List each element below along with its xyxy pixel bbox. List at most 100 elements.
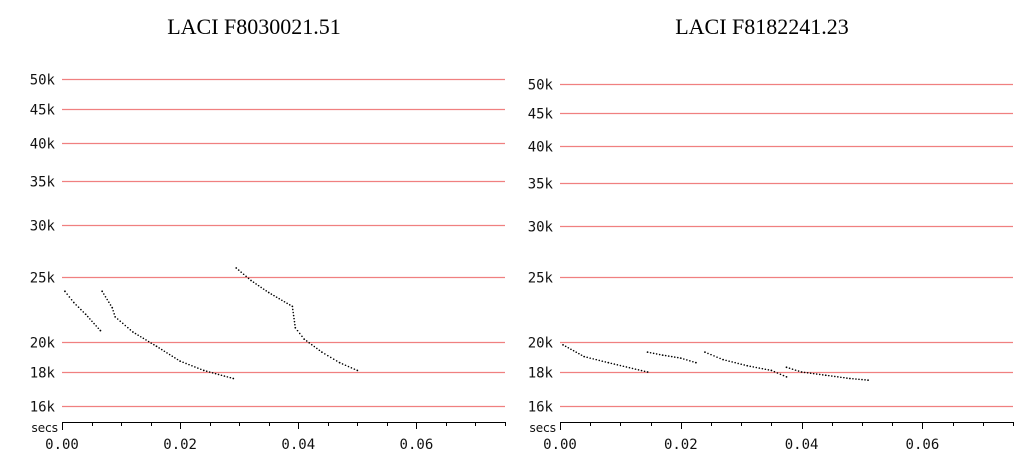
data-point (217, 373, 220, 376)
data-point (293, 320, 296, 323)
data-point (273, 294, 275, 297)
data-point (91, 320, 93, 323)
data-point (194, 366, 196, 368)
data-point (613, 363, 616, 365)
data-point (137, 334, 139, 336)
data-point (586, 356, 588, 359)
data-point (310, 343, 313, 346)
data-point (855, 378, 857, 380)
data-point (191, 364, 193, 367)
data-point (637, 369, 640, 371)
data-point (153, 343, 155, 346)
y-tick-label: 40k (528, 140, 554, 156)
x-tick-label: 0.02 (664, 437, 698, 453)
data-point (242, 273, 245, 276)
y-tick-label: 50k (528, 78, 554, 94)
data-point (292, 311, 295, 314)
y-tick-label: 30k (528, 220, 554, 236)
data-point (114, 315, 117, 318)
data-point (270, 293, 273, 295)
data-point (758, 367, 761, 369)
x-tick-label: 0.04 (281, 437, 315, 453)
data-point (670, 355, 673, 358)
data-point (583, 355, 586, 358)
data-point (616, 364, 619, 366)
data-point (68, 296, 71, 298)
data-point (643, 370, 646, 373)
data-point (667, 355, 670, 357)
data-point (111, 306, 114, 309)
data-point (779, 373, 782, 376)
data-point (113, 313, 115, 315)
data-point (716, 356, 718, 358)
data-point (168, 353, 171, 356)
data-point (619, 364, 622, 367)
data-point (737, 362, 739, 365)
data-point (725, 359, 727, 362)
x-axis-label: secs (32, 421, 58, 435)
data-point (174, 357, 176, 359)
data-point (252, 281, 255, 284)
data-point (743, 364, 746, 366)
data-point (595, 358, 598, 361)
data-point (625, 366, 628, 368)
data-point (150, 342, 153, 344)
y-tick-label: 40k (30, 137, 56, 153)
data-point (127, 326, 129, 329)
data-point (704, 351, 706, 354)
data-point (214, 372, 217, 375)
data-point (188, 363, 190, 366)
data-series (785, 366, 869, 382)
data-point (686, 359, 688, 361)
data-point (240, 271, 242, 273)
data-point (809, 372, 812, 375)
chart-panel-left: LACI F8030021.51 16k 18k 20k 25k 30k 35k 40k 45… (30, 14, 506, 453)
data-point (124, 324, 127, 327)
data-point (294, 326, 297, 329)
data-point (824, 374, 827, 377)
x-tick-label: 0.00 (45, 437, 79, 453)
data-point (205, 370, 208, 373)
x-tick-label: 0.00 (543, 437, 577, 453)
data-series (562, 343, 649, 373)
data-point (332, 358, 335, 360)
data-point (257, 284, 260, 287)
data-point (746, 364, 749, 367)
y-tick-label: 45k (528, 107, 554, 123)
data-point (570, 348, 572, 351)
data-point (147, 340, 150, 343)
data-point (77, 306, 80, 309)
data-point (840, 376, 842, 379)
data-point (655, 353, 658, 355)
data-point (291, 308, 294, 311)
data-point (356, 369, 359, 372)
data-point (731, 361, 733, 363)
y-tick-label: 45k (30, 103, 56, 119)
data-point (858, 378, 860, 381)
data-point (598, 359, 601, 362)
data-point (350, 367, 353, 369)
data-point (139, 335, 142, 338)
data-point (179, 360, 182, 363)
data-point (734, 361, 736, 364)
data-point (794, 369, 797, 371)
data-point (176, 358, 179, 361)
data-point (815, 373, 818, 375)
data-point (713, 355, 715, 357)
data-point (341, 363, 344, 365)
data-point (97, 327, 100, 330)
data-point (843, 376, 845, 379)
data-point (628, 366, 631, 369)
chart-title: LACI F8030021.51 (167, 14, 341, 39)
data-point (707, 352, 709, 355)
data-point (806, 372, 809, 374)
data-point (245, 275, 247, 278)
data-point (791, 368, 794, 370)
data-point (353, 368, 356, 370)
data-point (347, 365, 350, 368)
data-point (171, 355, 174, 357)
data-point (749, 365, 752, 368)
data-point (646, 371, 649, 373)
data-point (818, 373, 821, 376)
data-point (66, 293, 68, 295)
